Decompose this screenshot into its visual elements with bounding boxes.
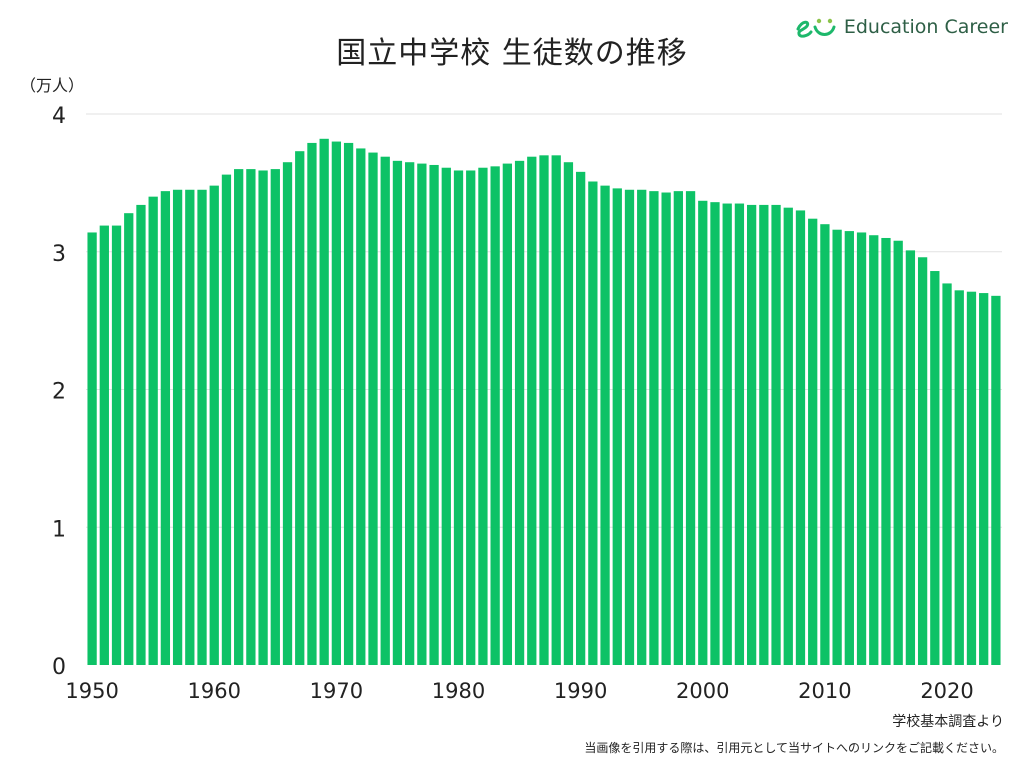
bar-1963[interactable] <box>246 169 256 665</box>
bar-1983[interactable] <box>490 166 500 665</box>
bar-1952[interactable] <box>111 225 122 665</box>
bar-1988[interactable] <box>551 155 561 665</box>
logo-text: Education Career <box>843 16 1008 38</box>
bar-1973[interactable] <box>368 152 378 665</box>
bar-1976[interactable] <box>405 162 415 665</box>
bar-1965[interactable] <box>270 169 280 665</box>
bar-1992[interactable] <box>600 185 610 665</box>
x-tick-label: 2000 <box>676 679 729 703</box>
bar-1968[interactable] <box>307 142 317 666</box>
y-tick-label: 4 <box>52 104 66 129</box>
bar-1977[interactable] <box>417 163 427 665</box>
bar-2018[interactable] <box>917 257 928 665</box>
bar-1953[interactable] <box>124 213 134 665</box>
y-tick-labels: 0 1 2 3 4 <box>52 104 66 680</box>
bar-1994[interactable] <box>624 189 635 665</box>
education-career-logo[interactable]: Education Career <box>794 12 1008 42</box>
source-note: 学校基本調査より <box>892 714 1004 730</box>
bar-1998[interactable] <box>673 191 683 665</box>
bar-1964[interactable] <box>258 170 268 666</box>
bar-1956[interactable] <box>160 191 171 665</box>
bars <box>87 138 1001 666</box>
bar-2017[interactable] <box>905 250 916 665</box>
bar-2022[interactable] <box>966 291 977 665</box>
bar-1957[interactable] <box>172 189 183 665</box>
bar-1960[interactable] <box>209 185 219 665</box>
bar-2008[interactable] <box>795 210 806 666</box>
bar-1974[interactable] <box>380 156 390 665</box>
bar-1999[interactable] <box>685 191 696 665</box>
bar-2023[interactable] <box>979 293 989 665</box>
bar-1975[interactable] <box>392 160 403 665</box>
bar-2000[interactable] <box>698 200 708 665</box>
bar-1980[interactable] <box>453 170 464 666</box>
bar-1986[interactable] <box>527 156 537 665</box>
bar-2024[interactable] <box>991 295 1001 665</box>
bar-1982[interactable] <box>478 167 488 665</box>
y-unit-label: （万人） <box>20 76 85 95</box>
x-tick-label: 1990 <box>554 679 607 703</box>
bar-2014[interactable] <box>869 235 879 665</box>
bar-1979[interactable] <box>441 167 451 665</box>
bar-1961[interactable] <box>221 174 232 666</box>
bar-1997[interactable] <box>661 192 671 665</box>
chart-title: 国立中学校 生徒数の推移 <box>336 36 688 71</box>
bar-1978[interactable] <box>429 164 439 665</box>
bar-1950[interactable] <box>87 232 97 665</box>
bar-1984[interactable] <box>502 163 513 665</box>
bar-2011[interactable] <box>832 229 842 665</box>
bar-2013[interactable] <box>856 232 867 665</box>
bar-2005[interactable] <box>759 204 769 666</box>
bar-1987[interactable] <box>539 155 549 665</box>
bar-1991[interactable] <box>588 181 598 665</box>
x-tick-label: 1960 <box>188 679 241 703</box>
x-tick-label: 2020 <box>920 679 973 703</box>
bar-1971[interactable] <box>343 142 354 666</box>
y-tick-label: 3 <box>52 242 66 267</box>
bar-1951[interactable] <box>99 225 109 665</box>
bar-2004[interactable] <box>746 204 757 666</box>
x-tick-label: 1970 <box>310 679 363 703</box>
bar-1990[interactable] <box>575 171 586 666</box>
x-tick-label: 1980 <box>432 679 485 703</box>
bar-1972[interactable] <box>356 148 366 665</box>
bar-2001[interactable] <box>710 202 720 665</box>
bar-1958[interactable] <box>185 189 195 665</box>
bar-1981[interactable] <box>466 170 476 666</box>
citation-notice: 当画像を引用する際は、引用元として当サイトへのリンクをご記載ください。 <box>584 741 1004 755</box>
bar-2002[interactable] <box>722 203 732 665</box>
bar-1993[interactable] <box>612 188 622 665</box>
bar-1996[interactable] <box>649 191 659 665</box>
logo-smile-icon <box>796 18 836 38</box>
bar-2016[interactable] <box>893 240 903 666</box>
bar-1966[interactable] <box>282 162 293 665</box>
bar-1985[interactable] <box>514 160 525 665</box>
bar-1995[interactable] <box>637 189 647 665</box>
bar-1962[interactable] <box>234 169 244 665</box>
bar-2009[interactable] <box>808 218 818 665</box>
x-tick-label: 1950 <box>65 679 118 703</box>
y-tick-label: 0 <box>52 655 66 680</box>
x-tick-label: 2010 <box>798 679 851 703</box>
bar-2003[interactable] <box>734 203 745 665</box>
y-tick-label: 1 <box>52 517 66 542</box>
bar-2021[interactable] <box>954 290 964 665</box>
bar-1955[interactable] <box>148 196 158 665</box>
bar-1959[interactable] <box>197 189 207 665</box>
bar-2012[interactable] <box>844 231 854 665</box>
bar-2010[interactable] <box>820 224 830 665</box>
bar-1954[interactable] <box>136 204 146 666</box>
bar-1967[interactable] <box>295 151 305 665</box>
bar-1969[interactable] <box>319 138 329 666</box>
bar-2020[interactable] <box>942 283 952 665</box>
bar-2007[interactable] <box>783 207 793 666</box>
x-tick-labels: 1950 1960 1970 1980 1990 2000 2010 2020 <box>65 679 973 703</box>
bar-2019[interactable] <box>930 271 940 665</box>
y-tick-label: 2 <box>52 380 66 405</box>
bar-2006[interactable] <box>771 204 781 666</box>
bar-2015[interactable] <box>881 237 891 665</box>
bar-1989[interactable] <box>563 162 574 665</box>
bar-1970[interactable] <box>331 141 342 666</box>
